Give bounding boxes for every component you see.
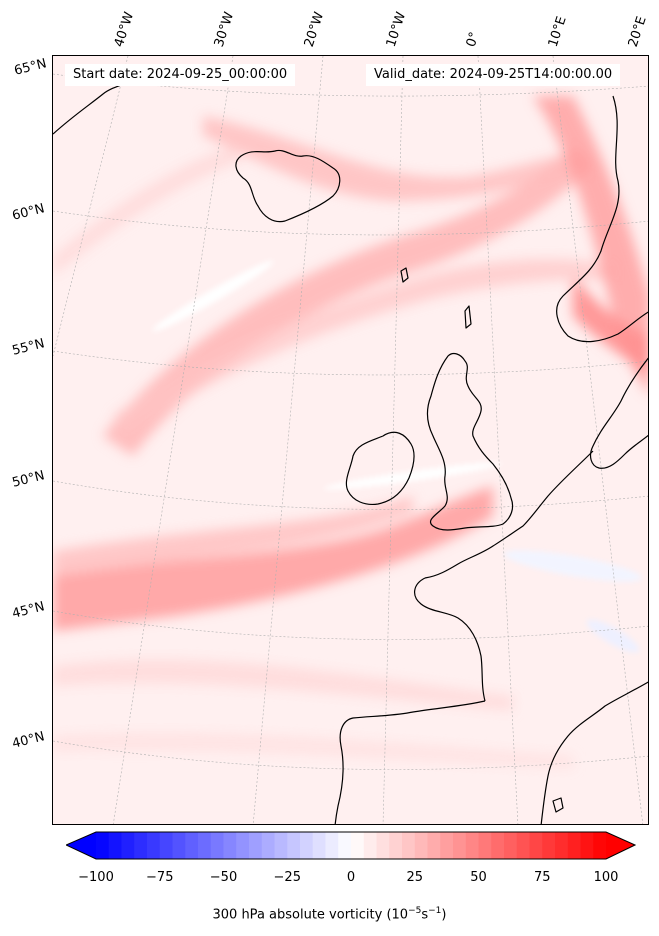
colorbar-title-exp2: −1 (428, 906, 442, 916)
colorbar-tick-label: 0 (346, 870, 356, 885)
colorbar-min-extension (66, 832, 96, 859)
colorbar-cell (351, 832, 365, 859)
vorticity-map (53, 56, 648, 824)
lat-label-45n: 45°N (10, 599, 47, 622)
start-date-label: Start date: 2024-09-25_00:00:00 (65, 64, 296, 86)
colorbar-tick-label: 75 (533, 870, 551, 885)
colorbar-cell (504, 832, 518, 859)
lon-label-10e: 10°E (545, 14, 570, 50)
colorbar-tick-label: 100 (593, 870, 619, 885)
colorbar-cell (159, 832, 173, 859)
colorbar-cell (491, 832, 505, 859)
colorbar-cell (478, 832, 492, 859)
colorbar-cell (121, 832, 135, 859)
colorbar-cell (414, 832, 428, 859)
colorbar-tick-label: −100 (78, 870, 114, 885)
colorbar-cell (249, 832, 263, 859)
colorbar-outline (66, 831, 636, 860)
colorbar-cell (210, 832, 224, 859)
colorbar (66, 831, 636, 860)
colorbar-cells (66, 832, 635, 859)
colorbar-cell (542, 832, 556, 859)
colorbar-cell (274, 832, 288, 859)
colorbar-cell (236, 832, 250, 859)
lat-label-40n: 40°N (10, 729, 47, 752)
colorbar-cell (402, 832, 416, 859)
colorbar-cell (338, 832, 352, 859)
colorbar-cell (312, 832, 326, 859)
colorbar-title: 300 hPa absolute vorticity (10−5s−1) (0, 906, 659, 922)
valid-date-label: Valid_date: 2024-09-25T14:00:00.00 (366, 64, 621, 86)
colorbar-cell (453, 832, 467, 859)
colorbar-cell (147, 832, 161, 859)
colorbar-cell (198, 832, 212, 859)
lat-label-55n: 55°N (10, 336, 47, 359)
colorbar-cell (555, 832, 569, 859)
colorbar-title-suffix: ) (441, 907, 447, 923)
colorbar-cell (223, 832, 237, 859)
colorbar-cell (261, 832, 275, 859)
colorbar-cell (287, 832, 301, 859)
colorbar-cell (108, 832, 122, 859)
colorbar-tick-label: 25 (406, 870, 424, 885)
lon-label-20e: 20°E (625, 14, 650, 50)
lon-label-0: 0° (463, 30, 483, 49)
colorbar-cell (580, 832, 594, 859)
vorticity-shading (53, 96, 648, 768)
colorbar-tick-label: −25 (273, 870, 301, 885)
colorbar-cell (363, 832, 377, 859)
lon-label-10w: 10°W (383, 10, 410, 49)
lat-label-60n: 60°N (10, 201, 47, 224)
colorbar-cell (134, 832, 148, 859)
colorbar-title-mid: s (421, 907, 429, 923)
colorbar-max-extension (606, 832, 635, 859)
colorbar-title-prefix: 300 hPa absolute vorticity (10 (212, 907, 409, 923)
colorbar-cell (96, 832, 110, 859)
colorbar-cell (427, 832, 441, 859)
colorbar-cell (172, 832, 186, 859)
colorbar-cell (376, 832, 390, 859)
colorbar-cell (516, 832, 530, 859)
lon-label-20w: 20°W (301, 10, 328, 49)
colorbar-tick-label: −50 (209, 870, 238, 885)
colorbar-cell (389, 832, 403, 859)
lat-label-50n: 50°N (10, 468, 47, 491)
lon-label-30w: 30°W (211, 10, 238, 49)
colorbar-cell (465, 832, 479, 859)
lat-label-65n: 65°N (12, 56, 49, 79)
colorbar-cell (300, 832, 314, 859)
colorbar-cell (529, 832, 543, 859)
colorbar-title-exp1: −5 (408, 906, 422, 916)
colorbar-tick-label: −75 (146, 870, 174, 885)
colorbar-cell (567, 832, 581, 859)
map-panel (52, 55, 649, 825)
colorbar-cell (440, 832, 454, 859)
lon-label-40w: 40°W (111, 10, 138, 49)
colorbar-tick-label: 50 (470, 870, 487, 885)
low-vorticity-patches (152, 260, 642, 653)
colorbar-cell (185, 832, 199, 859)
colorbar-cell (325, 832, 339, 859)
colorbar-cell (593, 832, 607, 859)
